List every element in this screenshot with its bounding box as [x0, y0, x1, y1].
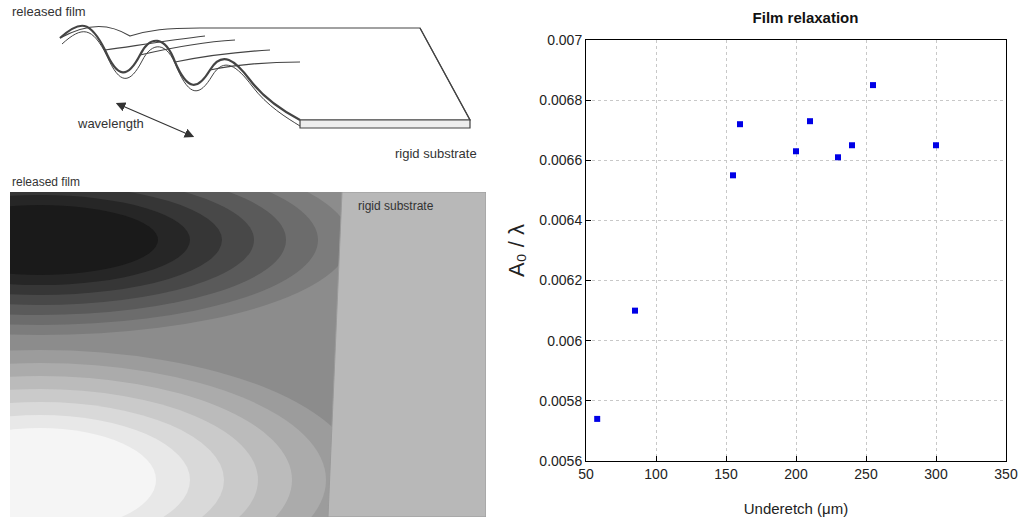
svg-text:0.007: 0.007 — [547, 32, 582, 48]
svg-text:200: 200 — [784, 466, 808, 482]
svg-text:100: 100 — [644, 466, 668, 482]
svg-text:Film relaxation: Film relaxation — [753, 9, 859, 26]
svg-text:0.0058: 0.0058 — [539, 393, 582, 409]
svg-text:0.0068: 0.0068 — [539, 92, 582, 108]
svg-text:0.0066: 0.0066 — [539, 152, 582, 168]
svg-text:A₀ / λ: A₀ / λ — [504, 224, 529, 277]
svg-text:300: 300 — [924, 466, 948, 482]
svg-text:250: 250 — [854, 466, 878, 482]
svg-text:released film: released film — [12, 4, 86, 19]
svg-text:150: 150 — [714, 466, 738, 482]
svg-text:350: 350 — [994, 466, 1018, 482]
svg-text:50: 50 — [578, 466, 594, 482]
svg-text:0.0064: 0.0064 — [539, 212, 582, 228]
svg-text:rigid substrate: rigid substrate — [395, 146, 477, 161]
svg-text:released film: released film — [12, 175, 80, 189]
svg-text:wavelength: wavelength — [77, 116, 144, 131]
svg-text:0.006: 0.006 — [547, 333, 582, 349]
svg-text:0.0056: 0.0056 — [539, 453, 582, 469]
svg-text:0.0062: 0.0062 — [539, 272, 582, 288]
svg-text:Underetch (μm): Underetch (μm) — [744, 500, 849, 517]
svg-text:rigid substrate: rigid substrate — [358, 199, 434, 213]
